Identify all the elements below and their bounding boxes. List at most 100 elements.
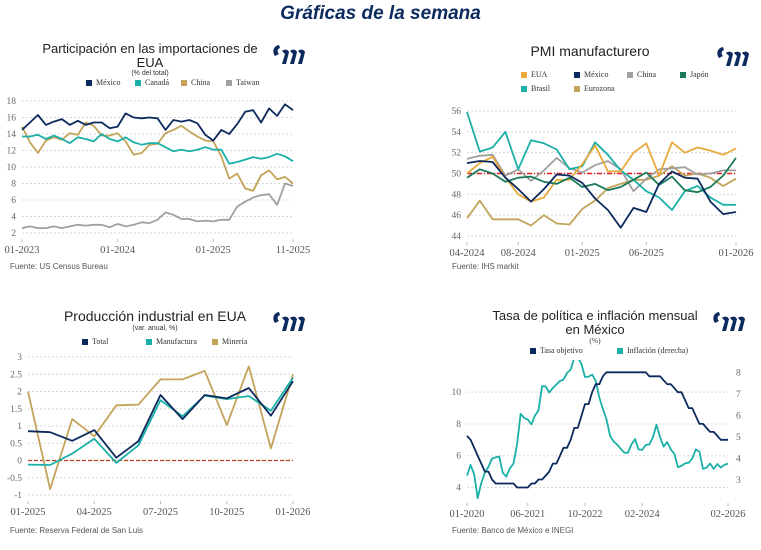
y-tick-label: 16	[7, 114, 17, 124]
x-tick-label: 11-2025	[276, 245, 310, 256]
legend-swatch	[627, 71, 633, 78]
source-rates: Fuente: Banco de México e INEGI	[452, 526, 574, 535]
legend-swatch	[82, 338, 88, 345]
legend-label: México	[96, 78, 121, 87]
legend-swatch	[530, 347, 536, 354]
chart-rates: 4 6 8 10 3 4 5 6 7 8 01-2020 06-2021 10-2022 02-2024 0…	[450, 360, 746, 520]
x-tick-label: 01-2026	[276, 507, 311, 518]
logo-icon	[270, 309, 310, 333]
series-line-miner-a	[27, 365, 294, 491]
y-tick-label: 52	[452, 149, 462, 159]
legend-label: China	[637, 70, 657, 79]
legend-item-japon: Japón	[680, 70, 709, 79]
y-tick-label: -1	[14, 491, 22, 501]
y-right-tick-label: 5	[736, 433, 741, 443]
legend-label: Brasil	[531, 84, 551, 93]
series-line-eua	[466, 141, 737, 203]
y-tick-label: 44	[452, 232, 462, 242]
x-tick-label: 01-2023	[5, 245, 40, 256]
legend-label: EUA	[531, 70, 548, 79]
legend-item-mexico: México	[574, 70, 608, 79]
y-tick-label: 6	[456, 452, 461, 462]
page-title: Gráficas de la semana	[280, 3, 481, 24]
legend-label: Eurozona	[584, 84, 615, 93]
source-pmi: Fuente: IHS markit	[452, 262, 519, 271]
y-tick-label: 8	[456, 420, 461, 430]
legend-swatch	[521, 71, 527, 78]
legend-item-taiwan: Taiwan	[226, 78, 259, 87]
legend-item-china: China	[181, 78, 210, 87]
y-tick-label: 46	[452, 211, 462, 221]
legend-label: Japón	[690, 70, 709, 79]
legend-item-tasa: Tasa objetivo	[530, 346, 583, 355]
chart-imports: 2 4 6 8 10 12 14 16 18 01-2023 01-2024 01-2025 11-20…	[5, 97, 311, 256]
legend-item-mexico: México	[86, 78, 120, 87]
legend-label: Manufactura	[156, 337, 197, 346]
chart-title-pmi: PMI manufacturero	[530, 43, 650, 59]
y-tick-label: 2	[11, 229, 16, 239]
x-tick-label: 06-2021	[510, 509, 545, 520]
x-tick-label: 10-2025	[209, 507, 244, 518]
chart-subtitle-rates: (%)	[589, 336, 601, 345]
x-tick-label: 04-2024	[450, 248, 486, 259]
series-line-m-xico	[466, 160, 737, 229]
legend-item-mineria: Minería	[212, 337, 247, 346]
logo-icon	[710, 309, 750, 333]
legend-label: Tasa objetivo	[540, 346, 583, 355]
legend-item-manufactura: Manufactura	[146, 337, 197, 346]
legend-item-inflacion: Inflación (derecha)	[617, 346, 688, 355]
x-tick-label: 04-2025	[77, 507, 112, 518]
y-tick-label: 10	[7, 163, 17, 173]
series-line-eurozona	[466, 165, 737, 227]
series-line-taiwan	[21, 182, 294, 230]
legend-item-eurozona: Eurozona	[574, 84, 615, 93]
source-imports: Fuente: US Census Bureau	[10, 262, 108, 271]
y-right-tick-label: 3	[736, 476, 741, 486]
x-tick-label: 06-2025	[629, 248, 664, 259]
y-tick-label: 0.5	[10, 439, 22, 449]
y-right-tick-label: 8	[736, 369, 741, 379]
legend-label: China	[191, 78, 211, 87]
legend-swatch	[574, 71, 580, 78]
x-tick-label: 02-2024	[625, 509, 661, 520]
x-tick-label: 01-2025	[196, 245, 231, 256]
x-tick-label: 10-2022	[567, 509, 602, 520]
legend-swatch	[86, 79, 92, 86]
legend-item-eua: EUA	[521, 70, 547, 79]
legend-label: Inflación (derecha)	[627, 346, 689, 355]
series-line-m-xico	[21, 103, 294, 142]
legend-label: Total	[92, 337, 109, 346]
y-tick-label: -0.5	[7, 474, 22, 484]
y-tick-label: 18	[7, 97, 17, 107]
legend-swatch	[680, 71, 686, 78]
y-tick-label: 56	[452, 107, 462, 117]
legend-swatch	[574, 85, 580, 92]
series-line-china	[466, 153, 736, 193]
chart-industrial: -1 -0.5 0 0.5 1 1.5 2 2.5 3 01-2025 04-2025 07-2025…	[7, 353, 311, 518]
chart-title-imports: Participación en las importaciones de EU…	[42, 41, 258, 70]
y-right-tick-label: 4	[736, 454, 741, 464]
legend-swatch	[146, 338, 152, 345]
x-tick-label: 01-2025	[11, 507, 46, 518]
y-tick-label: 0	[17, 457, 22, 467]
y-tick-label: 6	[11, 196, 16, 206]
series-line-tasa-objetivo	[466, 371, 728, 489]
y-tick-label: 1.5	[10, 405, 22, 415]
y-tick-label: 48	[452, 190, 462, 200]
y-tick-label: 2	[17, 388, 22, 398]
legend-swatch	[212, 338, 218, 345]
y-tick-label: 4	[456, 483, 461, 493]
x-tick-label: 07-2025	[143, 507, 178, 518]
x-tick-label: 01-2026	[719, 248, 754, 259]
y-tick-label: 12	[7, 147, 17, 157]
y-tick-label: 1	[17, 422, 22, 432]
logo-icon	[270, 42, 310, 66]
y-tick-label: 3	[17, 353, 22, 363]
legend-label: México	[584, 70, 609, 79]
legend-label: Canadá	[145, 78, 169, 87]
x-tick-label: 01-2025	[565, 248, 600, 259]
legend-item-canada: Canadá	[135, 78, 169, 87]
series-line-jap-n	[466, 157, 737, 194]
chart-title-rates: Tasa de política e inflación mensual en …	[492, 308, 698, 337]
y-right-tick-label: 7	[736, 390, 741, 400]
